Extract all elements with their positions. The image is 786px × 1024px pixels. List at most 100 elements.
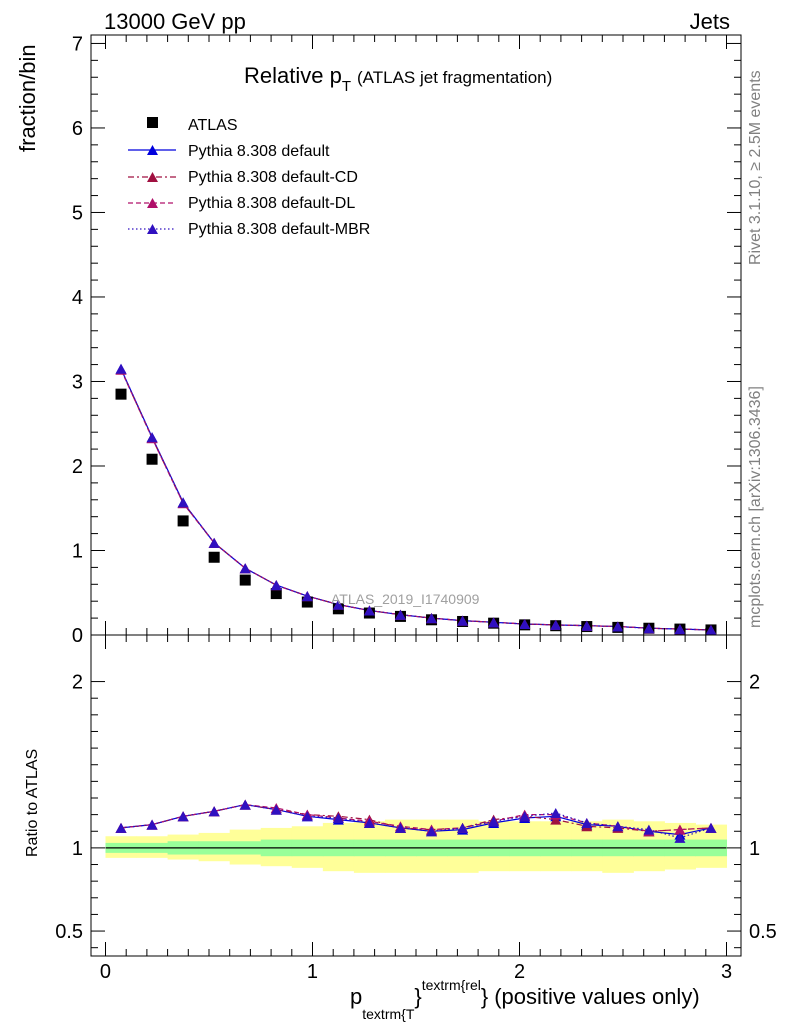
series-marker-4 <box>363 605 375 616</box>
y-tick-label: 1 <box>72 540 83 562</box>
x-tick-label: 2 <box>514 961 525 983</box>
ratio-series-line-3 <box>120 803 712 839</box>
legend-entry-mbr: Pythia 8.308 default-MBR <box>128 221 370 238</box>
series-marker-4 <box>488 617 500 628</box>
ratio-series-marker-3 <box>332 812 344 823</box>
ratio-y-tick-label-right: 0.5 <box>749 921 777 943</box>
y-tick-label: 4 <box>72 287 83 309</box>
xlabel-p: p <box>350 984 362 1009</box>
ratio-y-tick-label: 2 <box>72 672 83 694</box>
ratio-series-marker-3 <box>177 811 189 822</box>
y-tick-label: 6 <box>72 118 83 140</box>
series-marker-4 <box>705 624 717 635</box>
atlas-point <box>146 453 158 465</box>
ratio-series-marker-3 <box>457 822 469 833</box>
atlas-point <box>115 388 127 400</box>
atlas-point <box>177 515 189 527</box>
ratio-series-marker-3 <box>363 817 375 828</box>
ratio-series-marker-3 <box>488 816 500 827</box>
xlabel-brace2: } <box>481 984 488 1009</box>
atlas-point <box>270 588 282 600</box>
legend-entry-atlas: ATLAS <box>147 117 238 134</box>
ratio-y-tick-label-right: 1 <box>749 838 760 860</box>
ratio-ylabel: Ratio to ATLAS <box>24 749 41 857</box>
series-marker-4 <box>519 619 531 630</box>
header-left: 13000 GeV pp <box>104 9 246 34</box>
atlas-point <box>239 574 251 586</box>
ratio-series-marker-3 <box>208 806 220 817</box>
ratio-plot-marks <box>105 799 728 873</box>
y-tick-label: 5 <box>72 202 83 224</box>
ratio-series-marker-3 <box>674 832 686 843</box>
ratio-frame <box>90 634 742 957</box>
title-suffix: (ATLAS jet fragmentation) <box>357 68 552 87</box>
series-marker-4 <box>581 620 593 631</box>
xlabel-brace: } <box>414 984 421 1009</box>
title-main: Relative p <box>244 63 342 88</box>
xlabel-suffix: (positive values only) <box>494 984 699 1009</box>
y-tick-label: 3 <box>72 371 83 393</box>
series-marker-4 <box>550 619 562 630</box>
legend-label: Pythia 8.308 default-MBR <box>188 221 370 238</box>
y-tick-label: 7 <box>72 33 83 55</box>
series-marker-4 <box>177 497 189 508</box>
legend-label: Pythia 8.308 default-DL <box>188 195 355 212</box>
legend: ATLAS Pythia 8.308 default Pythia 8.308 … <box>128 117 370 238</box>
series-marker-4 <box>239 563 251 574</box>
ratio-y-tick-label: 1 <box>72 838 83 860</box>
series-marker-4 <box>457 615 469 626</box>
legend-entry-default: Pythia 8.308 default <box>128 143 330 160</box>
atlas-point <box>208 551 220 563</box>
ratio-series-marker-3 <box>394 822 406 833</box>
ratio-series-marker-3 <box>612 821 624 832</box>
xlabel-sub: textrm{T <box>362 1006 415 1022</box>
series-marker-4 <box>394 609 406 620</box>
watermark: ATLAS_2019_I1740909 <box>331 591 480 607</box>
legend-label: Pythia 8.308 default-CD <box>188 169 358 186</box>
ratio-series-marker-3 <box>115 822 127 833</box>
ratio-series-marker-3 <box>301 811 313 822</box>
x-tick-label: 0 <box>100 961 111 983</box>
legend-entry-cd: Pythia 8.308 default-CD <box>128 169 358 186</box>
ratio-series-marker-3 <box>581 817 593 828</box>
header-right: Jets <box>690 9 730 34</box>
atlas-point <box>301 596 313 608</box>
series-marker-4 <box>301 591 313 602</box>
series-marker-4 <box>270 580 282 591</box>
main-axes: 0 1 2 3 4 5 6 7 <box>72 33 741 647</box>
series-marker-4 <box>426 613 438 624</box>
ratio-series-marker-3 <box>643 824 655 835</box>
ratio-series-marker-3 <box>519 811 531 822</box>
series-line-4 <box>120 368 712 631</box>
legend-entry-dl: Pythia 8.308 default-DL <box>128 195 355 212</box>
ratio-y-tick-label: 0.5 <box>55 921 83 943</box>
x-tick-label: 1 <box>307 961 318 983</box>
series-marker-4 <box>674 624 686 635</box>
main-panel: 0 1 2 3 4 5 6 7 Relative pT (ATLAS jet fragmenta… <box>15 33 742 647</box>
y-tick-label: 2 <box>72 456 83 478</box>
series-marker-4 <box>332 599 344 610</box>
ratio-axes: 0.5 0.5 1 1 2 2 0 1 2 3 <box>55 635 777 983</box>
ratio-xlabel: ptextrm{T}textrm{rel} (positive values on… <box>350 977 700 1022</box>
ratio-panel: 0.5 0.5 1 1 2 2 0 1 2 3 Ratio to ATLAS ptextrm{T}… <box>24 634 777 1022</box>
x-tick-label: 3 <box>721 961 732 983</box>
series-marker-4 <box>612 621 624 632</box>
rivet-label: Rivet 3.1.10, ≥ 2.5M events <box>747 70 764 265</box>
ratio-series-marker-3 <box>270 804 282 815</box>
series-marker-4 <box>208 537 220 548</box>
ratio-series-marker-3 <box>239 799 251 810</box>
ratio-series-marker-3 <box>146 819 158 830</box>
xlabel-sup: textrm{rel <box>422 977 481 993</box>
ratio-series-marker-3 <box>426 826 438 837</box>
series-marker-4 <box>643 623 655 634</box>
main-ylabel: fraction/bin <box>15 44 40 152</box>
legend-label: Pythia 8.308 default <box>188 143 330 160</box>
main-title: Relative pT (ATLAS jet fragmentation) <box>244 63 552 95</box>
title-sub: T <box>342 78 351 95</box>
ratio-y-tick-label-right: 2 <box>749 672 760 694</box>
mcplots-label: mcplots.cern.ch [arXiv:1306.3436] <box>747 386 764 628</box>
ratio-series-marker-3 <box>550 807 562 818</box>
main-plot-marks <box>115 363 717 636</box>
legend-label: ATLAS <box>188 117 238 134</box>
